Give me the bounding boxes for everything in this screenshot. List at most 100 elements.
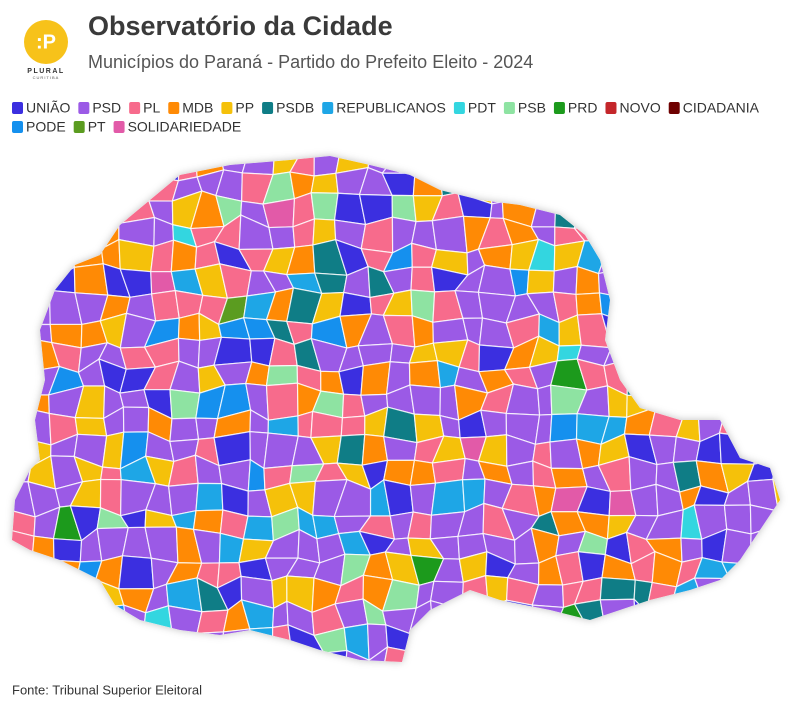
municipality bbox=[368, 645, 389, 662]
municipality bbox=[550, 467, 588, 489]
municipality bbox=[718, 286, 752, 325]
municipality bbox=[118, 555, 155, 590]
municipality bbox=[768, 553, 780, 586]
legend: UNIÃO PSD PL MDB PP PSDB REPUBLICANOS PDT PSB PRD… bbox=[12, 100, 760, 135]
municipality bbox=[432, 626, 469, 658]
municipality bbox=[22, 394, 50, 415]
municipality bbox=[718, 432, 755, 465]
municipality bbox=[501, 624, 538, 657]
municipality bbox=[268, 226, 296, 250]
municipality bbox=[53, 559, 81, 589]
legend-swatch bbox=[503, 102, 515, 114]
municipality bbox=[768, 526, 780, 562]
municipality bbox=[489, 201, 504, 220]
municipality bbox=[772, 459, 780, 486]
municipality bbox=[189, 655, 226, 662]
municipality bbox=[12, 222, 35, 247]
logo-city: CURITIBA bbox=[33, 75, 60, 80]
municipality bbox=[766, 626, 780, 660]
municipality bbox=[646, 219, 682, 252]
subtitle: Municípios do Paraná - Partido do Prefei… bbox=[88, 52, 533, 72]
municipality bbox=[599, 577, 636, 601]
legend-swatch bbox=[668, 102, 680, 114]
municipality bbox=[552, 265, 578, 296]
municipality bbox=[12, 386, 30, 422]
municipality bbox=[485, 574, 509, 610]
municipality bbox=[626, 221, 661, 253]
municipality bbox=[485, 624, 509, 657]
legend-item: CIDADANIA bbox=[668, 100, 760, 116]
municipality bbox=[577, 156, 605, 174]
municipality bbox=[651, 287, 682, 325]
municipality bbox=[726, 192, 751, 219]
legend-label: PSB bbox=[518, 100, 546, 116]
municipality bbox=[719, 166, 756, 205]
municipality bbox=[678, 214, 701, 252]
municipality bbox=[126, 630, 145, 657]
municipality bbox=[130, 652, 151, 662]
municipality bbox=[672, 654, 698, 662]
municipality bbox=[177, 156, 198, 182]
municipality bbox=[722, 603, 757, 636]
municipality bbox=[749, 560, 777, 586]
legend-label: PSD bbox=[92, 100, 121, 116]
legend-swatch bbox=[553, 102, 565, 114]
municipality bbox=[409, 384, 442, 417]
municipality bbox=[78, 170, 108, 205]
legend-label: NOVO bbox=[619, 100, 660, 116]
municipality bbox=[698, 603, 726, 628]
municipality bbox=[554, 193, 583, 229]
municipality bbox=[721, 561, 754, 583]
legend-label: PDT bbox=[468, 100, 496, 116]
municipality bbox=[49, 627, 82, 657]
municipality bbox=[647, 635, 684, 656]
municipality bbox=[680, 176, 708, 203]
municipality bbox=[28, 243, 60, 278]
legend-item: MDB bbox=[168, 100, 213, 116]
legend-item: SOLIDARIEDADE bbox=[113, 119, 241, 135]
municipality bbox=[29, 625, 60, 655]
municipality bbox=[49, 653, 82, 662]
municipality bbox=[695, 340, 727, 365]
municipality bbox=[23, 576, 60, 610]
municipality bbox=[626, 190, 661, 225]
municipality bbox=[436, 647, 469, 662]
municipality bbox=[506, 460, 535, 487]
municipality bbox=[746, 581, 777, 606]
municipality bbox=[23, 323, 53, 344]
municipality bbox=[79, 156, 108, 176]
municipality bbox=[12, 311, 34, 345]
municipality bbox=[600, 194, 634, 227]
municipality bbox=[221, 628, 251, 660]
municipality bbox=[24, 167, 60, 201]
municipality bbox=[598, 156, 628, 179]
legend-item: PP bbox=[221, 100, 254, 116]
municipality bbox=[770, 583, 780, 612]
municipality bbox=[679, 382, 703, 420]
municipality bbox=[698, 166, 728, 198]
municipality bbox=[12, 407, 29, 440]
municipality bbox=[169, 388, 201, 420]
municipality bbox=[12, 156, 37, 174]
municipality bbox=[410, 266, 436, 293]
municipality bbox=[24, 289, 51, 326]
municipality bbox=[262, 197, 296, 229]
municipality bbox=[128, 168, 150, 202]
municipality bbox=[650, 335, 681, 371]
municipality bbox=[487, 156, 516, 178]
municipality bbox=[672, 436, 701, 463]
municipality bbox=[669, 287, 701, 325]
municipality bbox=[169, 417, 200, 443]
municipality bbox=[248, 626, 274, 658]
municipality bbox=[195, 482, 224, 512]
municipality bbox=[457, 191, 493, 219]
municipality bbox=[719, 388, 748, 418]
municipality bbox=[597, 623, 637, 662]
municipality bbox=[772, 478, 780, 512]
municipality bbox=[529, 168, 562, 201]
municipality bbox=[621, 296, 660, 322]
municipality bbox=[57, 197, 80, 219]
logo: :P PLURAL CURITIBA bbox=[24, 20, 68, 80]
municipality bbox=[412, 167, 444, 197]
